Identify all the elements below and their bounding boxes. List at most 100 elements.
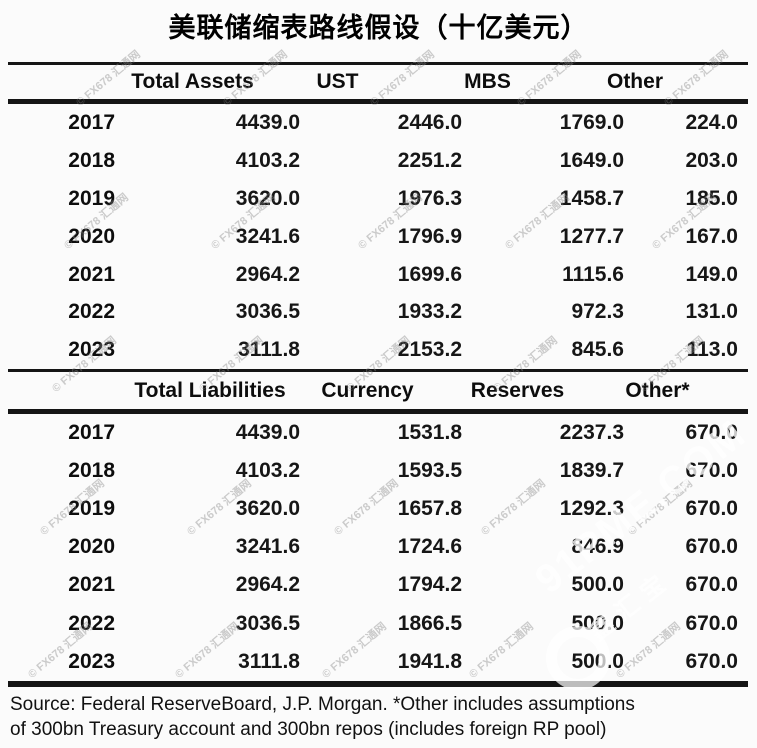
cell-value: 1933.2 [397, 300, 462, 324]
cell-value: 670.0 [685, 573, 738, 597]
cell-value: 1277.7 [559, 224, 624, 248]
cell-value: 845.6 [571, 338, 624, 362]
cell-value: 972.3 [571, 300, 624, 324]
row-year: 2021 [68, 262, 115, 286]
cell-value: 846.9 [571, 535, 624, 559]
row-year: 2022 [68, 300, 115, 324]
cell-value: 670.0 [685, 459, 738, 483]
row-year: 2023 [68, 649, 115, 673]
cell-value: 670.0 [685, 497, 738, 521]
table-bottom-rule [8, 681, 748, 687]
table-row: 2017 4439.0 2446.0 1769.0 224.0 [8, 104, 748, 142]
cell-value: 1115.6 [562, 262, 624, 286]
cell-value: 1531.8 [397, 421, 462, 445]
table-row: 2022 3036.5 1933.2 972.3 131.0 [8, 293, 748, 331]
cell-value: 131.0 [685, 300, 738, 324]
liabilities-table-body: 2017 4439.0 1531.8 2237.3 670.0 2018 4103.2 159… [8, 414, 748, 681]
row-year: 2020 [68, 535, 115, 559]
column-header: Currency [321, 379, 414, 402]
cell-value: 3241.6 [235, 535, 300, 559]
table-top-rule [8, 62, 748, 65]
row-year: 2023 [68, 338, 115, 362]
table-row: 2023 3111.8 1941.8 500.0 670.0 [8, 643, 748, 681]
cell-value: 2964.2 [235, 573, 300, 597]
liabilities-table-header: Total Liabilities Currency Reserves Other* [0, 373, 757, 409]
cell-value: 3620.0 [235, 497, 300, 521]
cell-value: 1941.8 [397, 649, 462, 673]
column-header: Reserves [470, 379, 565, 402]
cell-value: 1724.6 [397, 535, 462, 559]
column-header: MBS [464, 70, 511, 93]
row-year: 2018 [68, 148, 115, 172]
cell-value: 500.0 [571, 649, 624, 673]
cell-value: 1976.3 [397, 186, 462, 210]
cell-value: 670.0 [685, 611, 738, 635]
cell-value: 149.0 [685, 262, 738, 286]
cell-value: 500.0 [571, 573, 624, 597]
row-year: 2017 [68, 110, 115, 134]
table-row: 2017 4439.0 1531.8 2237.3 670.0 [8, 414, 748, 452]
cell-value: 1866.5 [397, 611, 462, 635]
table-middle-rule [8, 369, 748, 372]
cell-value: 3620.0 [235, 186, 300, 210]
table-row: 2019 3620.0 1657.8 1292.3 670.0 [8, 490, 748, 528]
source-note: Source: Federal ReserveBoard, J.P. Morga… [10, 692, 750, 742]
cell-value: 2964.2 [235, 262, 300, 286]
cell-value: 2153.2 [397, 338, 462, 362]
table-row: 2021 2964.2 1699.6 1115.6 149.0 [8, 256, 748, 294]
row-year: 2022 [68, 611, 115, 635]
cell-value: 1292.3 [559, 497, 624, 521]
row-year: 2019 [68, 497, 115, 521]
cell-value: 4439.0 [235, 421, 300, 445]
row-year: 2021 [68, 573, 115, 597]
liabilities-header-separator [8, 409, 748, 414]
assets-table-body: 2017 4439.0 2446.0 1769.0 224.0 2018 4103.2 225… [8, 104, 748, 369]
cell-value: 224.0 [685, 110, 738, 134]
column-header: Other* [625, 379, 690, 402]
assets-header-separator [8, 99, 748, 104]
column-header: UST [316, 70, 359, 93]
row-year: 2019 [68, 186, 115, 210]
cell-value: 3036.5 [235, 300, 300, 324]
table-row: 2021 2964.2 1794.2 500.0 670.0 [8, 566, 748, 604]
table-row: 2020 3241.6 1796.9 1277.7 167.0 [8, 218, 748, 256]
cell-value: 500.0 [571, 611, 624, 635]
cell-value: 1593.5 [397, 459, 462, 483]
table-row: 2022 3036.5 1866.5 500.0 670.0 [8, 604, 748, 642]
column-header: Total Assets [131, 70, 254, 93]
cell-value: 1649.0 [559, 148, 624, 172]
cell-value: 670.0 [685, 535, 738, 559]
cell-value: 4103.2 [235, 459, 300, 483]
cell-value: 4439.0 [235, 110, 300, 134]
source-note-line1: Source: Federal ReserveBoard, J.P. Morga… [10, 694, 635, 715]
column-header: Other [606, 70, 663, 93]
cell-value: 1458.7 [559, 186, 624, 210]
cell-value: 1657.8 [397, 497, 462, 521]
cell-value: 203.0 [685, 148, 738, 172]
assets-table-header: Total Assets UST MBS Other [0, 65, 757, 99]
row-year: 2018 [68, 459, 115, 483]
cell-value: 2237.3 [559, 421, 624, 445]
cell-value: 3036.5 [235, 611, 300, 635]
source-note-line2: of 300bn Treasury account and 300bn repo… [10, 719, 607, 740]
row-year: 2017 [68, 421, 115, 445]
table-row: 2020 3241.6 1724.6 846.9 670.0 [8, 528, 748, 566]
page-title: 美联储缩表路线假设（十亿美元） [168, 13, 589, 43]
table-row: 2018 4103.2 1593.5 1839.7 670.0 [8, 452, 748, 490]
cell-value: 670.0 [685, 649, 738, 673]
table-row: 2018 4103.2 2251.2 1649.0 203.0 [8, 142, 748, 180]
cell-value: 4103.2 [235, 148, 300, 172]
cell-value: 1769.0 [559, 110, 624, 134]
cell-value: 113.0 [686, 338, 738, 362]
table-row: 2019 3620.0 1976.3 1458.7 185.0 [8, 180, 748, 218]
cell-value: 670.0 [685, 421, 738, 445]
cell-value: 185.0 [685, 186, 738, 210]
column-header: Total Liabilities [134, 379, 286, 402]
cell-value: 3111.8 [238, 338, 300, 362]
cell-value: 1839.7 [559, 459, 624, 483]
cell-value: 2251.2 [397, 148, 462, 172]
cell-value: 1699.6 [397, 262, 462, 286]
cell-value: 1796.9 [397, 224, 462, 248]
cell-value: 167.0 [685, 224, 738, 248]
